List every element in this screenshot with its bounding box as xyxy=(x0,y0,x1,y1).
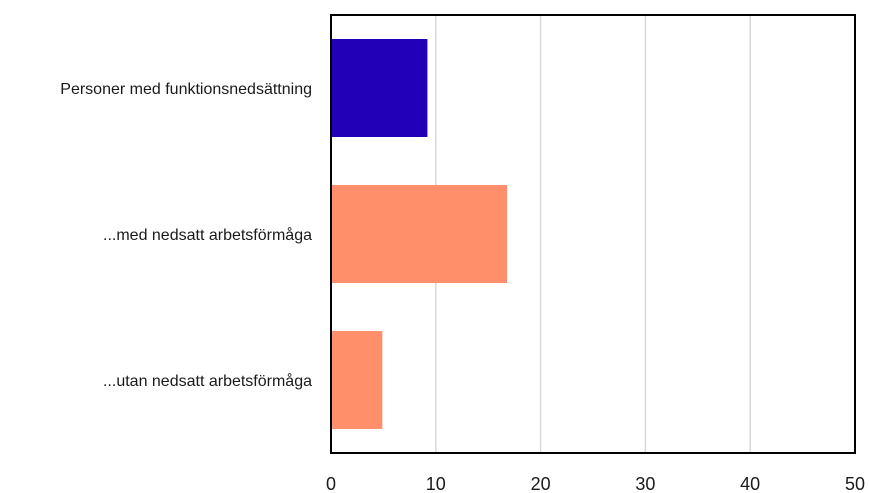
bar xyxy=(331,39,428,137)
bar xyxy=(331,185,508,283)
x-tick-label: 40 xyxy=(740,474,760,493)
category-label: ...med nedsatt arbetsförmåga xyxy=(103,226,312,244)
x-tick-label: 20 xyxy=(531,474,551,493)
bar xyxy=(331,331,383,429)
x-tick-label: 50 xyxy=(845,474,865,493)
x-tick-label: 0 xyxy=(326,474,336,493)
x-tick-labels: 0 10 20 30 40 50 xyxy=(326,474,865,493)
plot-frame xyxy=(330,14,856,454)
x-tick-label: 30 xyxy=(635,474,655,493)
category-label: Personer med funktionsnedsättning xyxy=(60,81,312,98)
category-labels: Personer med funktionsnedsättning ...med … xyxy=(60,81,312,390)
category-label: ...utan nedsatt arbetsförmåga xyxy=(103,372,312,390)
bars xyxy=(331,39,508,429)
x-tick-label: 10 xyxy=(426,474,446,493)
